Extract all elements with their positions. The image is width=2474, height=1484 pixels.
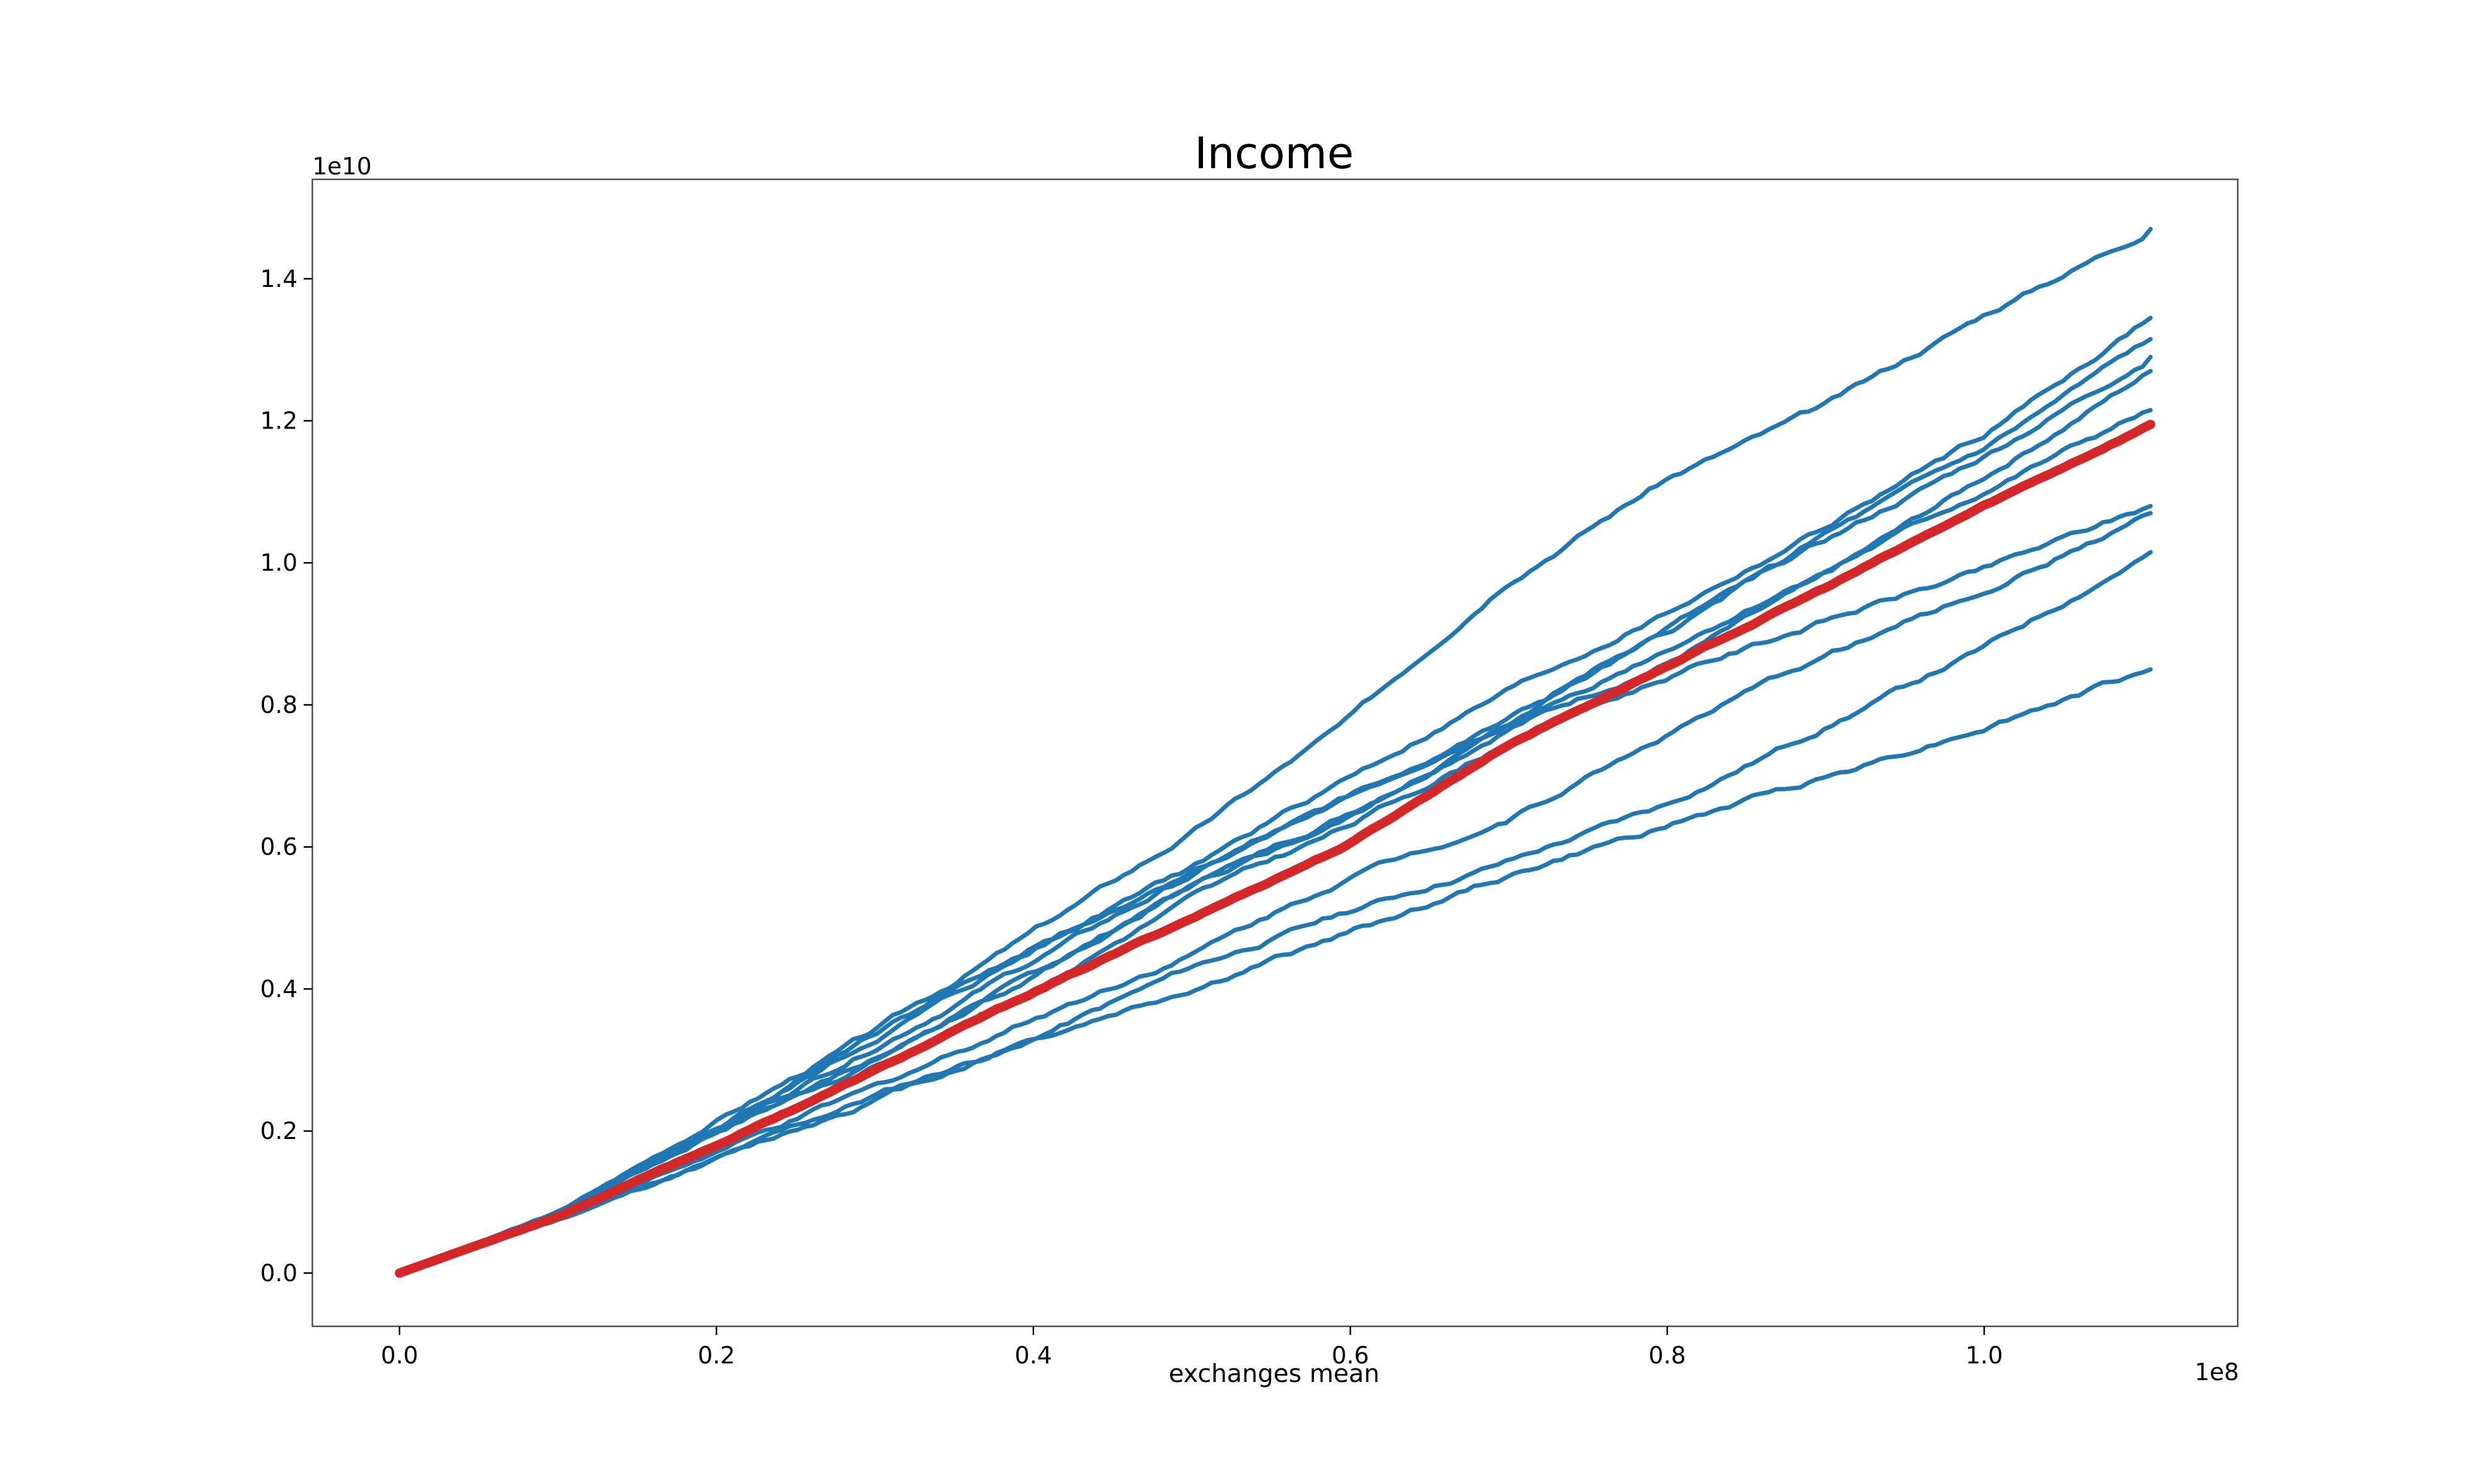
mean-series-line xyxy=(395,419,2155,1278)
x-axis: 0.0 0.2 0.4 0.6 0.8 1.0 xyxy=(381,1326,2003,1369)
run-series-line xyxy=(397,511,2153,1276)
y-tick-label: 0.4 xyxy=(260,975,297,1002)
chart-title: Income xyxy=(1194,128,1354,179)
y-tick-label: 0.0 xyxy=(260,1260,297,1287)
x-tick-label: 0.2 xyxy=(698,1342,735,1369)
y-tick-label: 1.4 xyxy=(260,265,297,292)
x-tick-label: 0.4 xyxy=(1015,1342,1052,1369)
x-tick-label: 1.0 xyxy=(1966,1342,2003,1369)
run-series-line xyxy=(397,407,2153,1276)
y-tick-label: 1.2 xyxy=(260,407,297,435)
y-tick-label: 0.8 xyxy=(260,691,297,719)
y-axis: 0.0 0.2 0.4 0.6 0.8 1.0 1.2 1.4 xyxy=(260,265,312,1287)
y-tick-label: 0.6 xyxy=(260,834,297,861)
y-tick-label: 1.0 xyxy=(260,549,297,576)
series-group xyxy=(395,226,2155,1278)
y-tick-label: 0.2 xyxy=(260,1117,297,1145)
x-tick-label: 0.6 xyxy=(1332,1342,1369,1369)
plot-frame xyxy=(311,178,2239,1328)
x-axis-label: exchanges mean xyxy=(1168,1360,1379,1388)
y-axis-offset-label: 1e10 xyxy=(312,153,372,180)
x-tick-label: 0.0 xyxy=(381,1342,418,1369)
run-series-line xyxy=(397,667,2153,1276)
x-tick-label: 0.8 xyxy=(1648,1342,1685,1369)
x-axis-offset-label: 1e8 xyxy=(2194,1358,2239,1386)
